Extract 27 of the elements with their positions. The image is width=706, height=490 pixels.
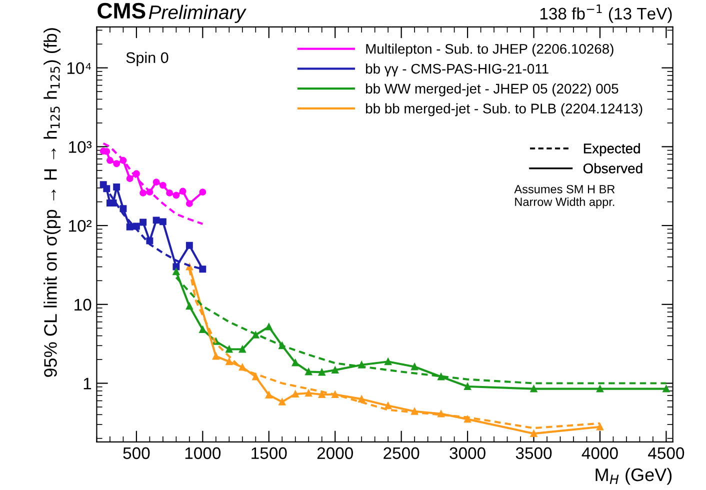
y-tick-label: 10³ bbox=[69, 141, 92, 153]
x-tick-label: 2500 bbox=[384, 447, 420, 460]
text: 138 fb$^{−1}$ (13 TeV) bbox=[540, 4, 672, 23]
x-tick-label: 3000 bbox=[450, 447, 486, 460]
x-tick-label: 4500 bbox=[648, 447, 684, 460]
legend-label: bb γγ - CMS-PAS-HIG-21-011 bbox=[366, 63, 548, 76]
x-tick-label: 500 bbox=[123, 447, 150, 460]
y-tick-label: 1 bbox=[84, 378, 92, 390]
y-axis-title: 95% CL limit on σ(pp → H → h$_{125}$ h$_{125}$) (fb) bbox=[44, 28, 60, 377]
annotation: Assumes SM H BR Narrow Width appr. bbox=[514, 184, 615, 208]
x-tick-label: 3500 bbox=[516, 447, 552, 460]
legend-label: bb WW merged-jet - JHEP 05 (2022) 005 bbox=[366, 83, 618, 96]
y-tick-label: 10⁴ bbox=[67, 62, 92, 74]
y-tick-label: 10 bbox=[74, 298, 92, 311]
x-tick-label: 2000 bbox=[317, 447, 353, 460]
y-tick-label: 10² bbox=[69, 220, 92, 232]
chart-subtitle: Preliminary bbox=[148, 4, 246, 24]
x-tick-label: 4000 bbox=[582, 447, 618, 460]
x-axis-title: M$_{H}$ (GeV) bbox=[596, 468, 672, 485]
legend-label: Multilepton - Sub. to JHEP (2206.10268) bbox=[366, 44, 614, 57]
chart-title: CMS bbox=[98, 2, 146, 19]
annotation: Observed bbox=[583, 163, 642, 174]
x-tick-label: 1000 bbox=[185, 447, 221, 460]
legend-label: bb bb merged-jet - Sub. to PLB (2204.12413) bbox=[366, 103, 642, 116]
annotation: Spin 0 bbox=[126, 52, 168, 66]
annotation: Expected bbox=[584, 143, 640, 156]
x-tick-label: 1500 bbox=[252, 447, 287, 460]
